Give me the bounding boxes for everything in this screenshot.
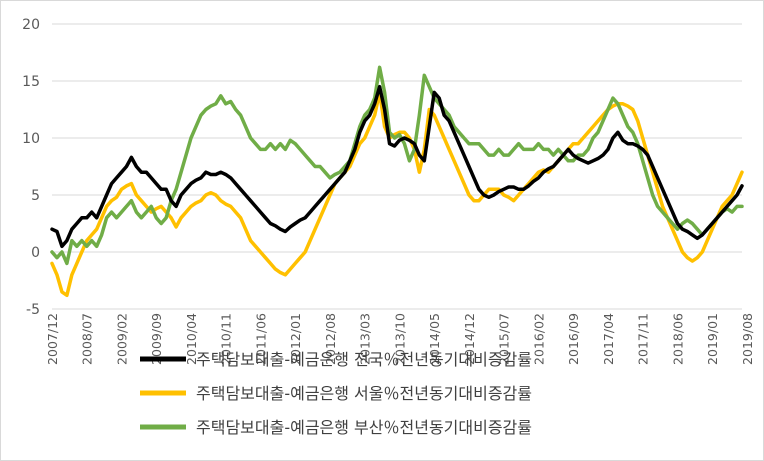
x-tick-label: 2011/06 — [253, 313, 268, 365]
gridlines — [52, 23, 742, 310]
x-tick-label: 2016/02 — [531, 313, 546, 365]
series-line-0 — [50, 84, 744, 249]
y-tick-label: 15 — [22, 74, 40, 90]
x-tick-label: 2016/09 — [566, 313, 581, 365]
y-tick-label: 10 — [22, 131, 40, 147]
series-line-2 — [50, 65, 744, 266]
series-lines — [50, 65, 744, 298]
x-tick-label: 2013/10 — [392, 313, 407, 365]
x-tick-label: 2008/07 — [80, 313, 95, 365]
x-axis-tick-labels: 2007/12 2008/07 2009/02 2009/09 2010/04 2010/… — [45, 313, 755, 365]
y-axis-tick-labels: -5 0 5 10 15 20 — [22, 17, 40, 318]
x-tick-label: 2009/02 — [114, 313, 129, 365]
x-tick-label: 2010/11 — [219, 313, 234, 365]
y-tick-label: -5 — [26, 302, 40, 318]
x-tick-label: 2019/08 — [740, 313, 755, 365]
legend-item-0: 주택담보대출-예금은행 전국％전년동기대비증감률 — [140, 350, 532, 369]
x-tick-label: 2009/09 — [149, 313, 164, 365]
x-tick-label: 2014/12 — [462, 313, 477, 365]
legend-item-1: 주택담보대출-예금은행 서울％전년동기대비증감률 — [140, 384, 532, 403]
x-tick-label: 2017/04 — [601, 313, 616, 365]
series-line-1 — [50, 90, 744, 298]
legend-label: 주택담보대출-예금은행 전국％전년동기대비증감률 — [196, 350, 532, 369]
x-tick-label: 2012/01 — [288, 313, 303, 365]
x-tick-label: 2014/05 — [427, 313, 442, 365]
y-tick-label: 5 — [31, 188, 40, 204]
x-tick-label: 2019/01 — [705, 313, 720, 365]
y-tick-label: 0 — [31, 245, 40, 261]
y-tick-label: 20 — [22, 17, 40, 33]
x-tick-label: 2012/08 — [323, 313, 338, 365]
x-tick-label: 2010/04 — [184, 313, 199, 365]
x-tick-label: 2017/11 — [636, 313, 651, 365]
legend-item-2: 주택담보대출-예금은행 부산％전년동기대비증감률 — [140, 418, 532, 437]
x-tick-label: 2015/07 — [497, 313, 512, 365]
x-tick-label: 2018/06 — [670, 313, 685, 365]
legend-label: 주택담보대출-예금은행 부산％전년동기대비증감률 — [196, 418, 532, 437]
legend-label: 주택담보대출-예금은행 서울％전년동기대비증감률 — [196, 384, 532, 403]
x-tick-label: 2013/03 — [358, 313, 373, 365]
x-tick-label: 2007/12 — [45, 313, 60, 365]
